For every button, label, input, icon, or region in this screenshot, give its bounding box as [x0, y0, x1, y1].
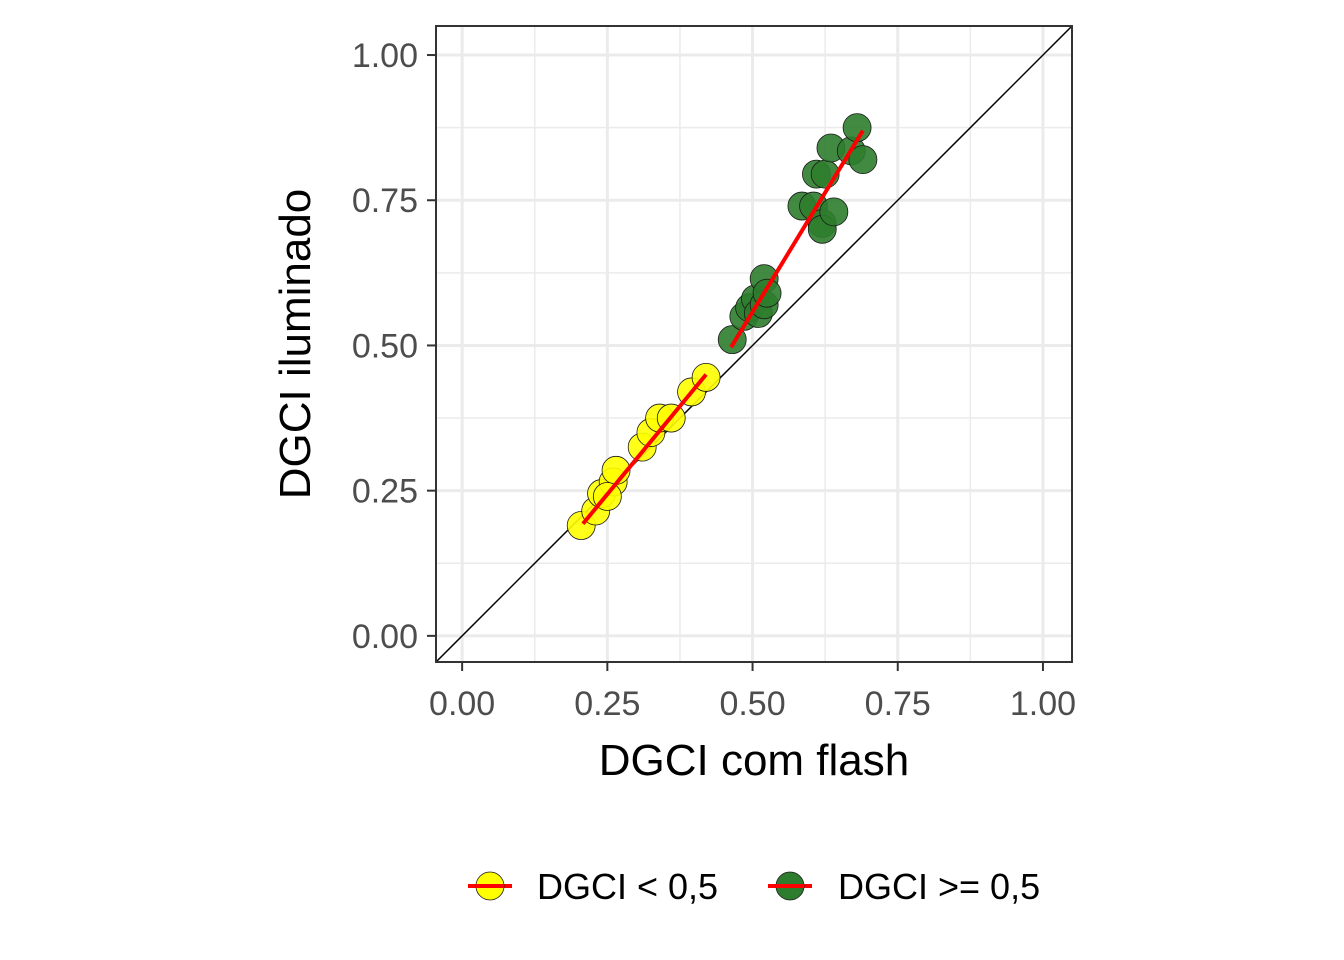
y-tick-label: 0.00	[352, 618, 418, 656]
grid-lines	[436, 26, 1072, 662]
x-tick-label: 0.25	[574, 685, 640, 723]
legend-label: DGCI < 0,5	[537, 866, 718, 907]
y-tick-label: 0.25	[352, 473, 418, 511]
identity-line-layer	[435, 25, 1073, 663]
y-tick-label: 1.00	[352, 37, 418, 75]
legend-label: DGCI >= 0,5	[838, 866, 1040, 907]
x-axis-title: DGCI com flash	[599, 736, 910, 785]
x-tick-label: 0.75	[865, 685, 931, 723]
data-point-series-2	[848, 145, 878, 174]
y-axis-ticks: 0.00 0.25 0.50 0.75 1.00	[352, 37, 436, 656]
y-tick-label: 0.75	[352, 182, 418, 220]
identity-line	[435, 25, 1073, 663]
fit-lines	[581, 129, 865, 526]
y-tick-label: 0.50	[352, 327, 418, 365]
data-points	[566, 113, 878, 540]
fit-line-series-1	[581, 373, 708, 526]
y-axis-title: DGCI iluminado	[271, 189, 320, 500]
x-tick-label: 0.50	[719, 685, 785, 723]
x-axis-ticks: 0.00 0.25 0.50 0.75 1.00	[429, 662, 1076, 723]
x-tick-label: 0.00	[429, 685, 495, 723]
fit-line-series-2	[729, 129, 865, 349]
x-tick-label: 1.00	[1010, 685, 1076, 723]
data-point-series-2	[819, 197, 849, 227]
legend: DGCI < 0,5 DGCI >= 0,5	[468, 866, 1040, 907]
panel-border	[435, 25, 1073, 663]
